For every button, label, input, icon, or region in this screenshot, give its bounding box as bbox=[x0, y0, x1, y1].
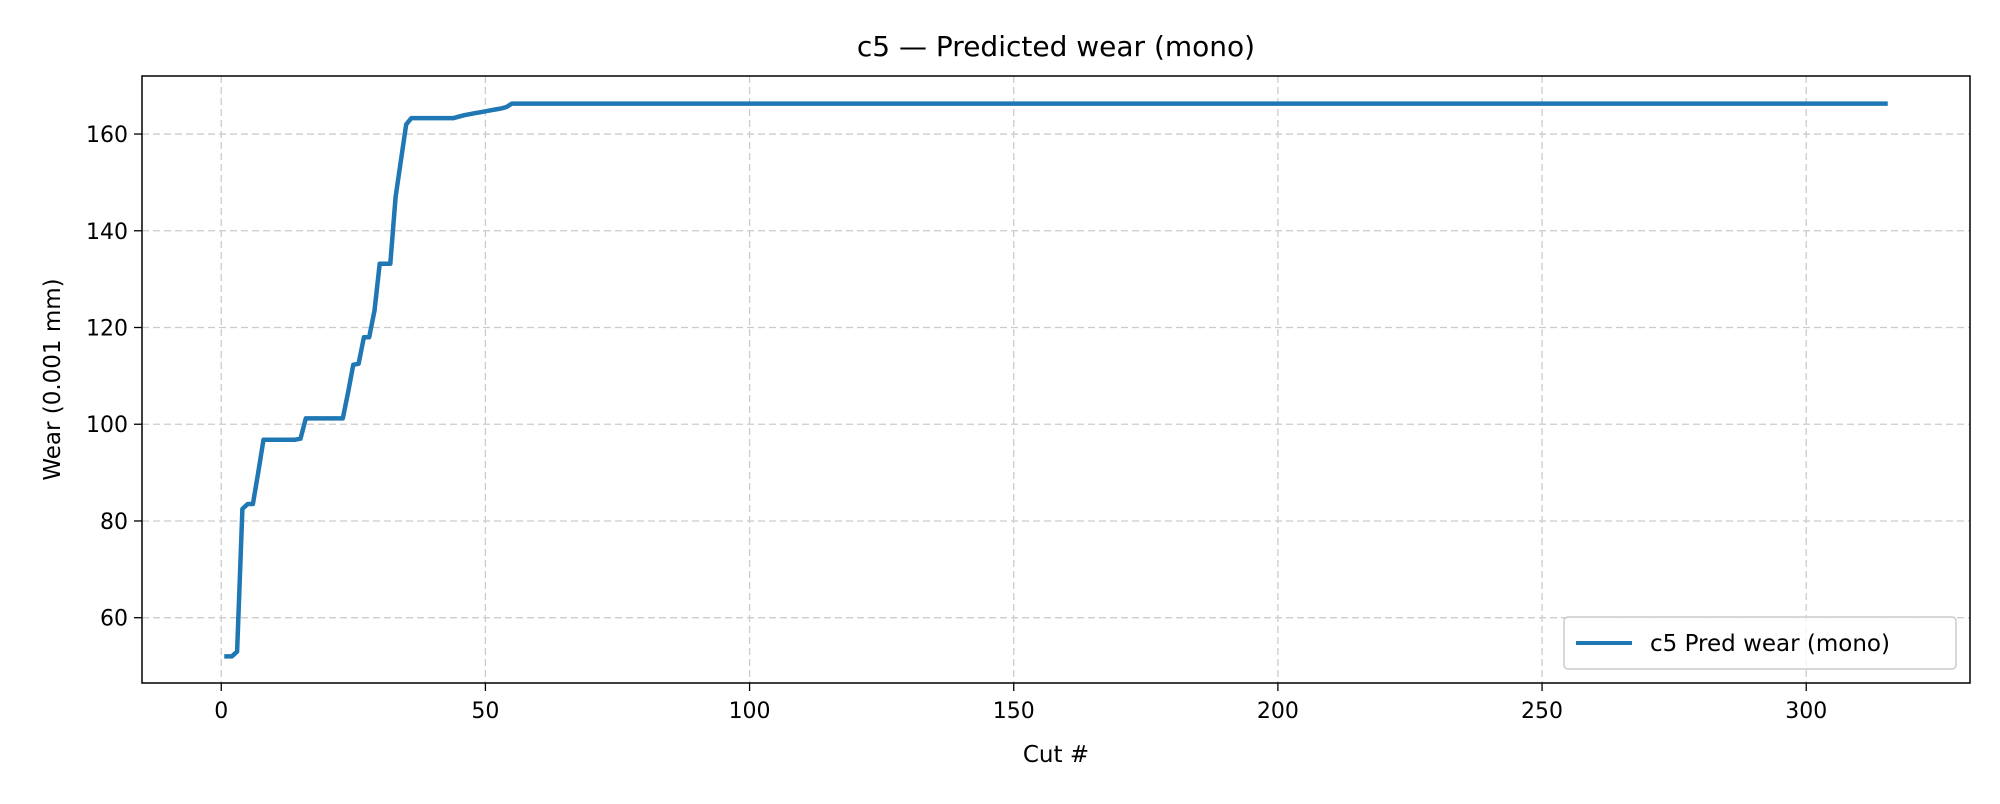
legend-label: c5 Pred wear (mono) bbox=[1650, 631, 1890, 657]
y-tick-label: 140 bbox=[86, 220, 128, 245]
y-tick-label: 100 bbox=[86, 413, 128, 438]
x-tick-label: 50 bbox=[471, 699, 499, 724]
y-tick-label: 160 bbox=[86, 123, 128, 148]
legend-box bbox=[1563, 616, 1957, 670]
y-tick-label: 60 bbox=[100, 607, 128, 632]
series-layer bbox=[224, 101, 1888, 659]
x-tick-label: 300 bbox=[1785, 699, 1827, 724]
chart-title: c5 — Predicted wear (mono) bbox=[857, 30, 1255, 63]
x-tick-label: 250 bbox=[1521, 699, 1563, 724]
x-tick-label: 200 bbox=[1257, 699, 1299, 724]
y-axis-label: Wear (0.001 mm) bbox=[40, 278, 66, 480]
y-tick-label: 80 bbox=[100, 510, 128, 535]
x-axis-label: Cut # bbox=[1023, 742, 1089, 768]
grid-layer bbox=[142, 76, 1970, 683]
x-tick-label: 100 bbox=[729, 699, 771, 724]
x-tick-label: 0 bbox=[214, 699, 228, 724]
plot-frame bbox=[141, 75, 1971, 684]
x-tick-label: 150 bbox=[993, 699, 1035, 724]
y-tick-label: 120 bbox=[86, 317, 128, 342]
legend: c5 Pred wear (mono) bbox=[1563, 616, 1957, 670]
tick-layer: 0 50 100 150 200 250 300 60 80 100 120 140 160 bbox=[86, 123, 1827, 724]
series-line bbox=[224, 101, 1888, 659]
